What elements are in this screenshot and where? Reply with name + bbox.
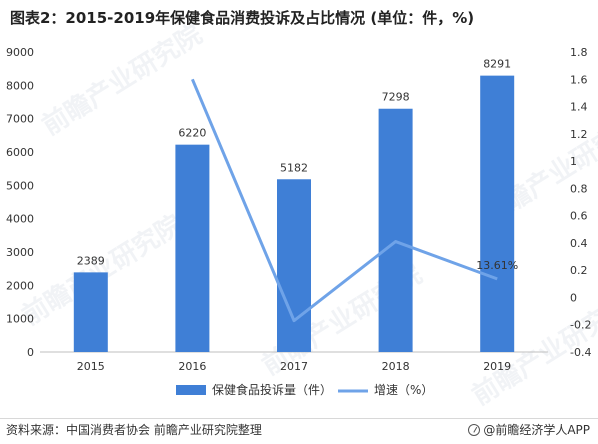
- bar-value-label: 2389: [77, 254, 105, 267]
- bar-value-label: 5182: [280, 161, 308, 174]
- y-left-tick-label: 3000: [6, 246, 34, 259]
- chart-title: 图表2：2015-2019年保健食品消费投诉及占比情况 (单位：件，%): [10, 9, 475, 27]
- bar-value-label: 7298: [382, 91, 410, 104]
- y-right-tick-label: 0: [570, 291, 577, 304]
- bar-value-label: 6220: [178, 127, 206, 140]
- y-right-tick-label: 1.4: [570, 101, 588, 114]
- y-right-tick-label: 1.8: [570, 46, 588, 59]
- y-right-tick-label: -0.2: [570, 319, 591, 332]
- brand-credit: @前瞻经济学人APP: [468, 421, 590, 438]
- y-left-tick-label: 6000: [6, 146, 34, 159]
- y-right-tick-label: 1: [570, 155, 577, 168]
- y-right-tick-label: -0.4: [570, 346, 591, 359]
- legend-bar-swatch: [176, 385, 206, 395]
- x-tick-label: 2015: [77, 360, 105, 373]
- bar: [378, 108, 413, 352]
- y-right-tick-label: 0.8: [570, 182, 588, 195]
- x-tick-label: 2016: [178, 360, 206, 373]
- bar: [480, 75, 515, 352]
- growth-line: [191, 78, 498, 323]
- y-left-tick-label: 2000: [6, 279, 34, 292]
- legend-line-label: 增速（%）: [374, 383, 433, 397]
- x-tick-label: 2017: [280, 360, 308, 373]
- y-left-tick-label: 1000: [6, 313, 34, 326]
- y-right-tick-label: 1.6: [570, 73, 588, 86]
- y-left-tick-label: 5000: [6, 179, 34, 192]
- bar: [277, 179, 311, 352]
- y-left-tick-label: 7000: [6, 113, 34, 126]
- bar-value-label: 8291: [483, 58, 511, 71]
- y-left-tick-label: 0: [27, 346, 34, 359]
- growth-annotation: 13.61%: [476, 259, 518, 272]
- x-tick-label: 2018: [382, 360, 410, 373]
- bar: [73, 272, 108, 352]
- y-left-tick-label: 9000: [6, 46, 34, 59]
- brand-logo-icon: [468, 423, 481, 436]
- y-left-tick-label: 4000: [6, 213, 34, 226]
- footer-divider: [0, 418, 598, 419]
- y-right-tick-label: 0.2: [570, 264, 588, 277]
- bar: [175, 144, 210, 352]
- y-right-tick-label: 0.4: [570, 237, 588, 250]
- brand-text: @前瞻经济学人APP: [483, 423, 590, 437]
- legend-bar-label: 保健食品投诉量（件）: [212, 382, 332, 397]
- y-right-tick-label: 1.2: [570, 128, 588, 141]
- source-text: 资料来源：中国消费者协会 前瞻产业研究院整理: [6, 423, 262, 437]
- x-tick-label: 2019: [483, 360, 511, 373]
- y-right-tick-label: 0.6: [570, 210, 588, 223]
- y-left-tick-label: 8000: [6, 79, 34, 92]
